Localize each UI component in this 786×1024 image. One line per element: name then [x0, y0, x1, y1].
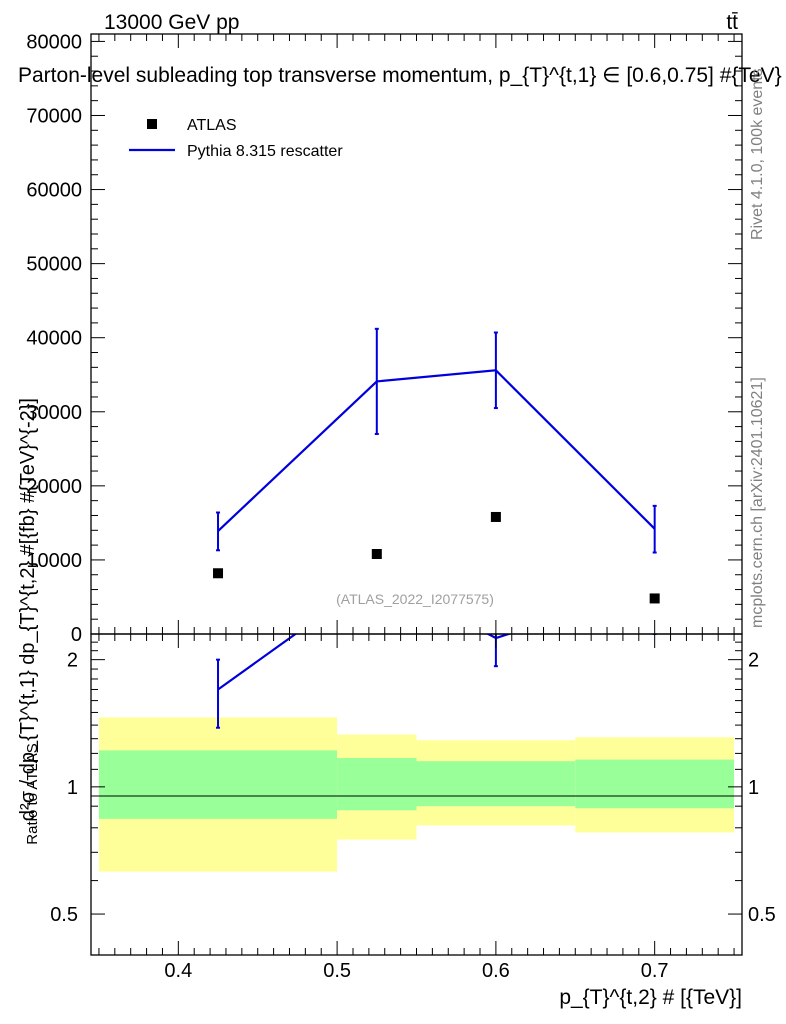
- atlas-data-point: [213, 568, 224, 579]
- energy-label: 13000 GeV pp: [104, 11, 239, 34]
- ratio-y-tick-label-right: 0.5: [748, 904, 776, 926]
- pythia-line: [217, 369, 656, 532]
- main-y-tick-label: 80000: [26, 31, 82, 53]
- ratio-inner-band: [98, 750, 338, 819]
- ratio-inner-band: [575, 759, 735, 809]
- x-tick-label: 0.6: [482, 960, 510, 982]
- atlas-data-point: [371, 549, 382, 559]
- legend: ATLAS Pythia 8.315 rescatter: [129, 117, 343, 160]
- mcplots-label: mcplots.cern.ch [arXiv:2401.10621]: [749, 377, 766, 628]
- main-y-tick-label: 50000: [26, 254, 82, 276]
- main-y-tick-label: 70000: [26, 105, 82, 127]
- main-y-tick-label: 10000: [26, 550, 82, 572]
- analysis-watermark: (ATLAS_2022_I2077575): [336, 591, 494, 607]
- ratio-inner-band: [337, 758, 417, 811]
- process-label: tt̄: [726, 11, 738, 34]
- atlas-data-point: [490, 511, 501, 522]
- x-tick-label: 0.7: [641, 960, 669, 982]
- x-tick-label: 0.4: [164, 960, 192, 982]
- main-y-tick-label: 20000: [26, 476, 82, 498]
- rivet-label: Rivet 4.1.0, 100k events: [749, 68, 766, 240]
- main-y-tick-label: 40000: [26, 328, 82, 350]
- x-tick-label: 0.5: [323, 960, 351, 982]
- legend-atlas-marker: [147, 119, 157, 129]
- main-y-tick-label: 30000: [26, 402, 82, 424]
- main-panel: (ATLAS_2022_I2077575) 0 10000 20000 30000 40…: [26, 31, 743, 646]
- ratio-panel: 0.5 0.5 1 1 2 2 0.4 0.5 0.6 0.7: [50, 633, 776, 982]
- ratio-y-tick-label-right: 2: [748, 650, 759, 672]
- ratio-y-tick-label-left: 2: [67, 650, 78, 672]
- main-y-tick-label: 0: [71, 624, 82, 646]
- ratio-inner-band: [416, 761, 576, 807]
- main-y-axis-title: d²σ / dp_{T}^{t,1} dp_{T}^{t,2} #[{fb} #…: [17, 398, 39, 821]
- legend-atlas-label: ATLAS: [187, 117, 237, 134]
- legend-pythia-label: Pythia 8.315 rescatter: [187, 143, 343, 160]
- plot-title: Parton-level subleading top transverse m…: [18, 64, 782, 87]
- main-y-tick-label: 60000: [26, 180, 82, 202]
- ratio-y-axis-title: Ratio to ATLAS: [24, 743, 41, 844]
- ratio-y-tick-label-right: 1: [748, 777, 759, 799]
- atlas-data-point: [649, 593, 660, 604]
- x-axis-title: p_{T}^{t,2} # [{TeV}]: [559, 986, 742, 1009]
- ratio-y-tick-label-left: 0.5: [50, 904, 78, 926]
- ratio-y-tick-label-left: 1: [67, 777, 78, 799]
